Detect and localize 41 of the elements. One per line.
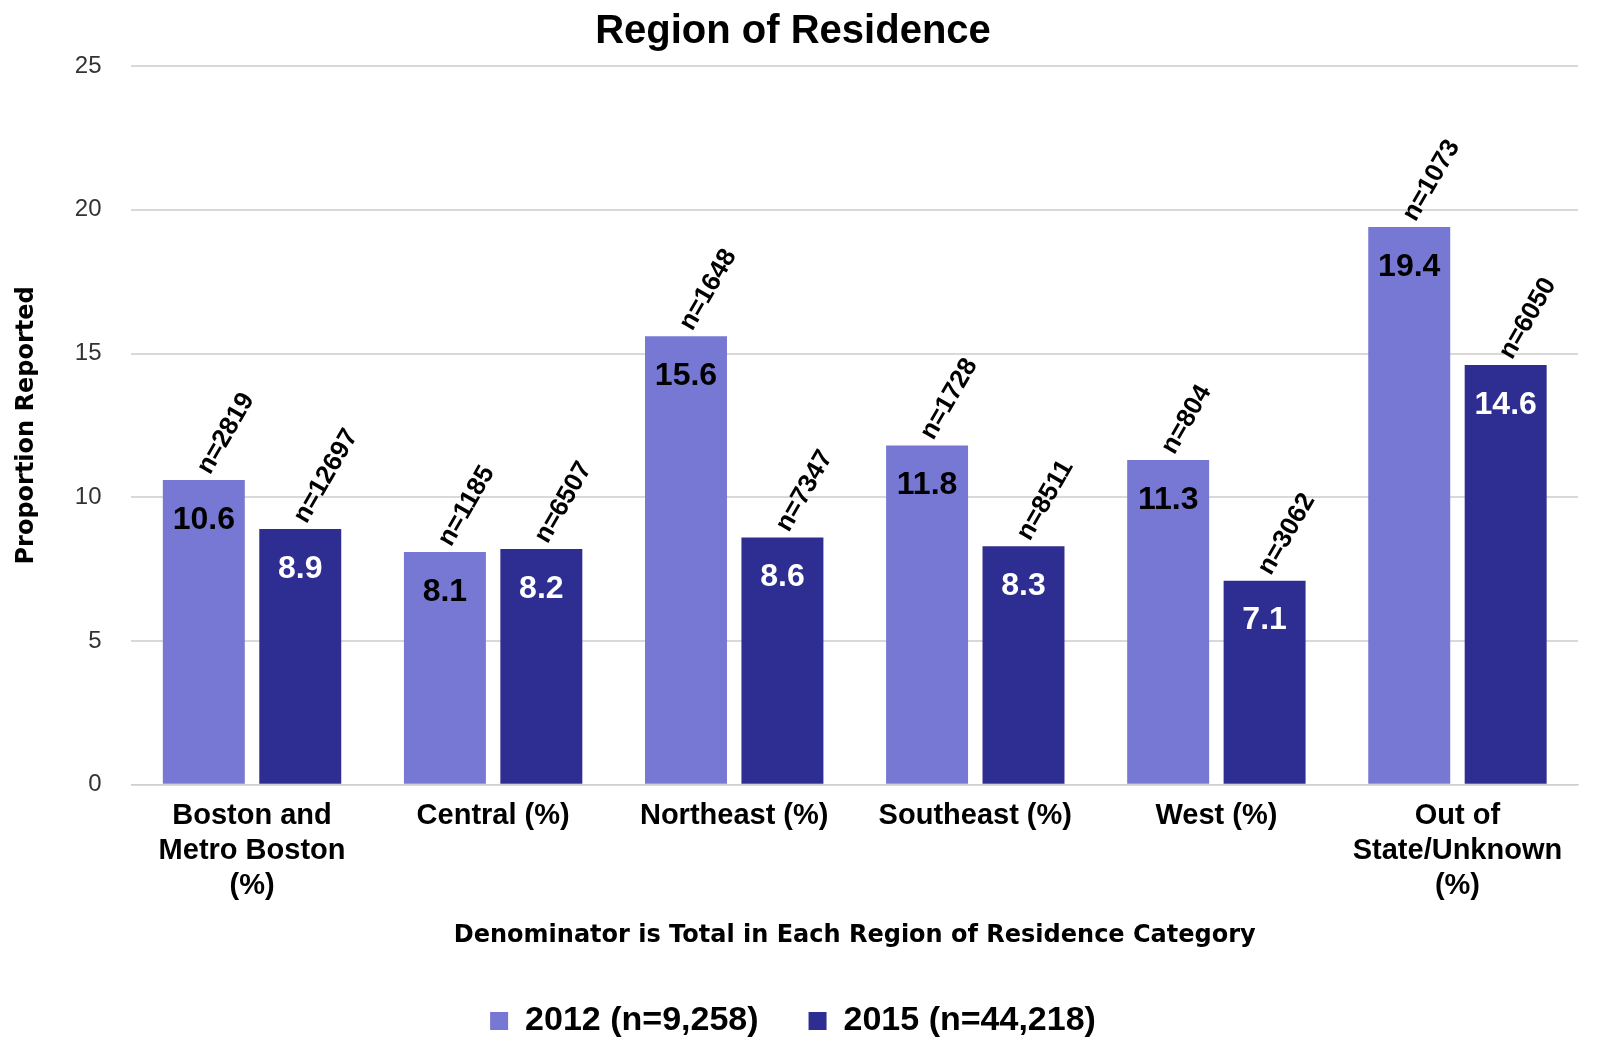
y-axis-title: Proportion Reported <box>10 286 39 565</box>
bar <box>886 445 969 784</box>
data-label: 11.8 <box>896 465 958 502</box>
data-label: 8.6 <box>760 557 805 594</box>
x-tick-label: Boston and Metro Boston (%) <box>158 798 346 900</box>
y-tick-label: 20 <box>74 194 102 222</box>
x-tick-label: West (%) <box>1155 798 1278 831</box>
bar <box>1127 459 1210 784</box>
data-label: 14.6 <box>1474 384 1537 421</box>
y-tick-label: 5 <box>88 625 102 653</box>
bar <box>500 549 583 784</box>
x-tick-label: Southeast (%) <box>878 798 1072 831</box>
legend-label: 2015 (n=44,218) <box>843 999 1096 1038</box>
data-label: 7.1 <box>1242 600 1287 637</box>
data-label: 11.3 <box>1137 479 1199 516</box>
data-label: 8.3 <box>1001 565 1046 602</box>
chart-title: Region of Residence <box>595 7 991 52</box>
x-tick-label: Out of State/Unknown (%) <box>1352 798 1563 900</box>
bar <box>1368 227 1451 784</box>
x-tick-label: Northeast (%) <box>639 798 829 831</box>
data-label: 19.4 <box>1378 246 1441 283</box>
y-tick-label: 0 <box>88 769 102 797</box>
bar <box>259 528 342 784</box>
y-tick-label: 25 <box>74 50 102 78</box>
data-label: 8.9 <box>278 548 323 585</box>
data-label: 8.1 <box>422 571 468 608</box>
bar <box>645 336 727 784</box>
bar <box>741 537 824 784</box>
data-label: 10.6 <box>172 499 235 536</box>
legend-label: 2012 (n=9,258) <box>525 999 759 1038</box>
y-tick-label: 15 <box>74 338 102 366</box>
y-tick-label: 10 <box>74 481 102 509</box>
bar <box>1223 580 1306 784</box>
bar <box>982 546 1065 784</box>
x-tick-label: Central (%) <box>416 798 570 831</box>
bar <box>162 480 245 784</box>
bar <box>1464 365 1547 784</box>
data-label: 8.2 <box>519 568 564 605</box>
x-axis-title: Denominator is Total in Each Region of Residence Category <box>453 919 1257 948</box>
bar <box>403 551 486 784</box>
data-label: 15.6 <box>654 356 718 393</box>
